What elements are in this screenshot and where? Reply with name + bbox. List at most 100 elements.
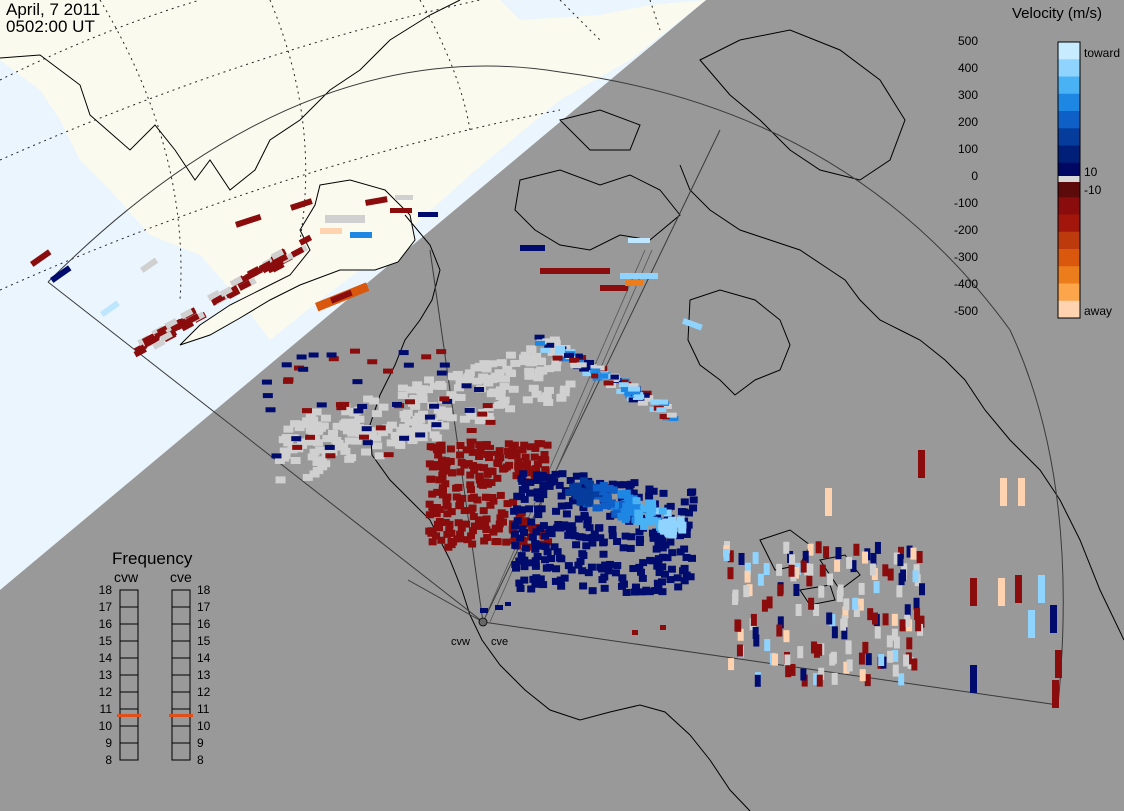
scatter-echo — [542, 564, 551, 572]
scatter-echo — [645, 518, 654, 526]
scatter-echo — [582, 371, 593, 377]
scatter-echo — [502, 365, 513, 373]
scatter-echo — [510, 537, 519, 545]
scatter-echo — [661, 403, 672, 409]
scatter-echo — [520, 576, 529, 584]
scatter-echo — [352, 379, 363, 385]
scatter-echo — [818, 667, 825, 680]
scatter-echo — [455, 394, 466, 402]
scatter-echo — [584, 499, 593, 507]
scatter-echo — [818, 585, 825, 598]
scatter-echo — [443, 510, 452, 518]
scatter-echo — [823, 546, 830, 559]
scatter-echo — [874, 541, 881, 554]
frequency-radar-label-cvw: cvw — [114, 569, 139, 585]
scatter-echo — [271, 453, 282, 459]
scatter-echo — [789, 663, 796, 676]
scatter-echo — [546, 344, 557, 352]
scatter-echo — [850, 560, 857, 573]
scatter-echo — [882, 613, 889, 626]
scatter-echo — [493, 474, 502, 482]
scatter-echo — [915, 619, 922, 632]
scatter-echo — [412, 420, 423, 428]
velocity-neg-threshold-label: -10 — [1084, 183, 1102, 197]
scatter-echo — [415, 432, 426, 438]
scatter-echo — [305, 413, 316, 421]
scatter-echo — [658, 399, 669, 405]
scatter-echo — [574, 561, 583, 569]
scatter-echo — [309, 448, 320, 456]
scatter-echo — [484, 494, 493, 502]
scatter-echo — [475, 476, 484, 484]
scatter-echo — [566, 476, 575, 484]
scatter-echo — [864, 674, 871, 687]
scatter-echo — [541, 532, 550, 540]
scatter-echo — [826, 612, 833, 625]
scatter-echo — [813, 604, 820, 617]
scatter-echo — [658, 553, 667, 561]
scatter-echo — [517, 552, 526, 560]
scatter-echo — [476, 447, 485, 455]
scatter-echo — [736, 644, 743, 657]
scatter-echo — [564, 502, 573, 510]
scatter-echo — [843, 598, 850, 611]
scatter-echo — [547, 348, 558, 356]
scatter-echo — [399, 411, 410, 419]
scatter-echo — [627, 533, 636, 541]
scatter-echo — [539, 481, 548, 489]
scatter-echo — [371, 410, 382, 418]
scatter-echo — [186, 313, 200, 325]
scatter-echo — [858, 582, 865, 595]
scatter-echo — [819, 564, 826, 577]
scatter-echo — [485, 419, 496, 425]
scatter-echo — [437, 446, 446, 454]
scatter-echo — [540, 268, 610, 274]
scatter-echo — [405, 427, 416, 435]
scatter-echo — [653, 507, 662, 515]
scatter-echo — [862, 641, 869, 654]
scatter-echo — [520, 517, 529, 525]
scatter-echo — [802, 550, 809, 563]
scatter-echo — [449, 393, 460, 401]
scatter-echo — [446, 445, 455, 453]
scatter-echo — [442, 398, 453, 404]
scatter-echo — [481, 521, 490, 529]
scatter-echo — [475, 452, 484, 460]
scatter-echo — [479, 360, 490, 368]
scatter-echo — [307, 453, 318, 461]
scatter-echo — [625, 280, 643, 286]
scatter-echo — [816, 674, 823, 687]
scatter-echo — [525, 505, 533, 513]
frequency-tick-right: 10 — [197, 719, 211, 733]
scatter-echo — [425, 511, 434, 519]
frequency-tick-left: 16 — [98, 617, 112, 631]
scatter-echo — [342, 427, 353, 435]
scatter-echo — [869, 563, 876, 576]
scatter-echo — [461, 383, 472, 389]
scatter-echo — [518, 446, 527, 454]
scatter-echo — [488, 388, 499, 396]
day-land — [0, 0, 706, 340]
velocity-tick: -400 — [953, 277, 978, 291]
scatter-echo — [374, 452, 385, 460]
scatter-echo — [757, 573, 764, 586]
frequency-tick-left: 11 — [99, 702, 112, 716]
scatter-echo — [521, 544, 530, 552]
scatter-echo — [462, 446, 471, 454]
scatter-echo — [526, 469, 535, 477]
scatter-echo — [737, 628, 744, 641]
scatter-echo — [636, 504, 645, 512]
scatter-echo — [456, 442, 465, 450]
scatter-echo — [468, 527, 477, 535]
scatter-echo — [534, 505, 543, 513]
scatter-echo — [237, 279, 252, 291]
scatter-echo — [274, 253, 289, 265]
scatter-echo — [504, 447, 513, 455]
scatter-echo — [383, 452, 394, 458]
scatter-echo — [612, 509, 621, 517]
scatter-echo — [459, 415, 470, 423]
scatter-echo — [531, 465, 540, 473]
scatter-echo — [752, 626, 759, 639]
scatter-echo — [305, 434, 316, 440]
scatter-echo — [728, 658, 735, 671]
